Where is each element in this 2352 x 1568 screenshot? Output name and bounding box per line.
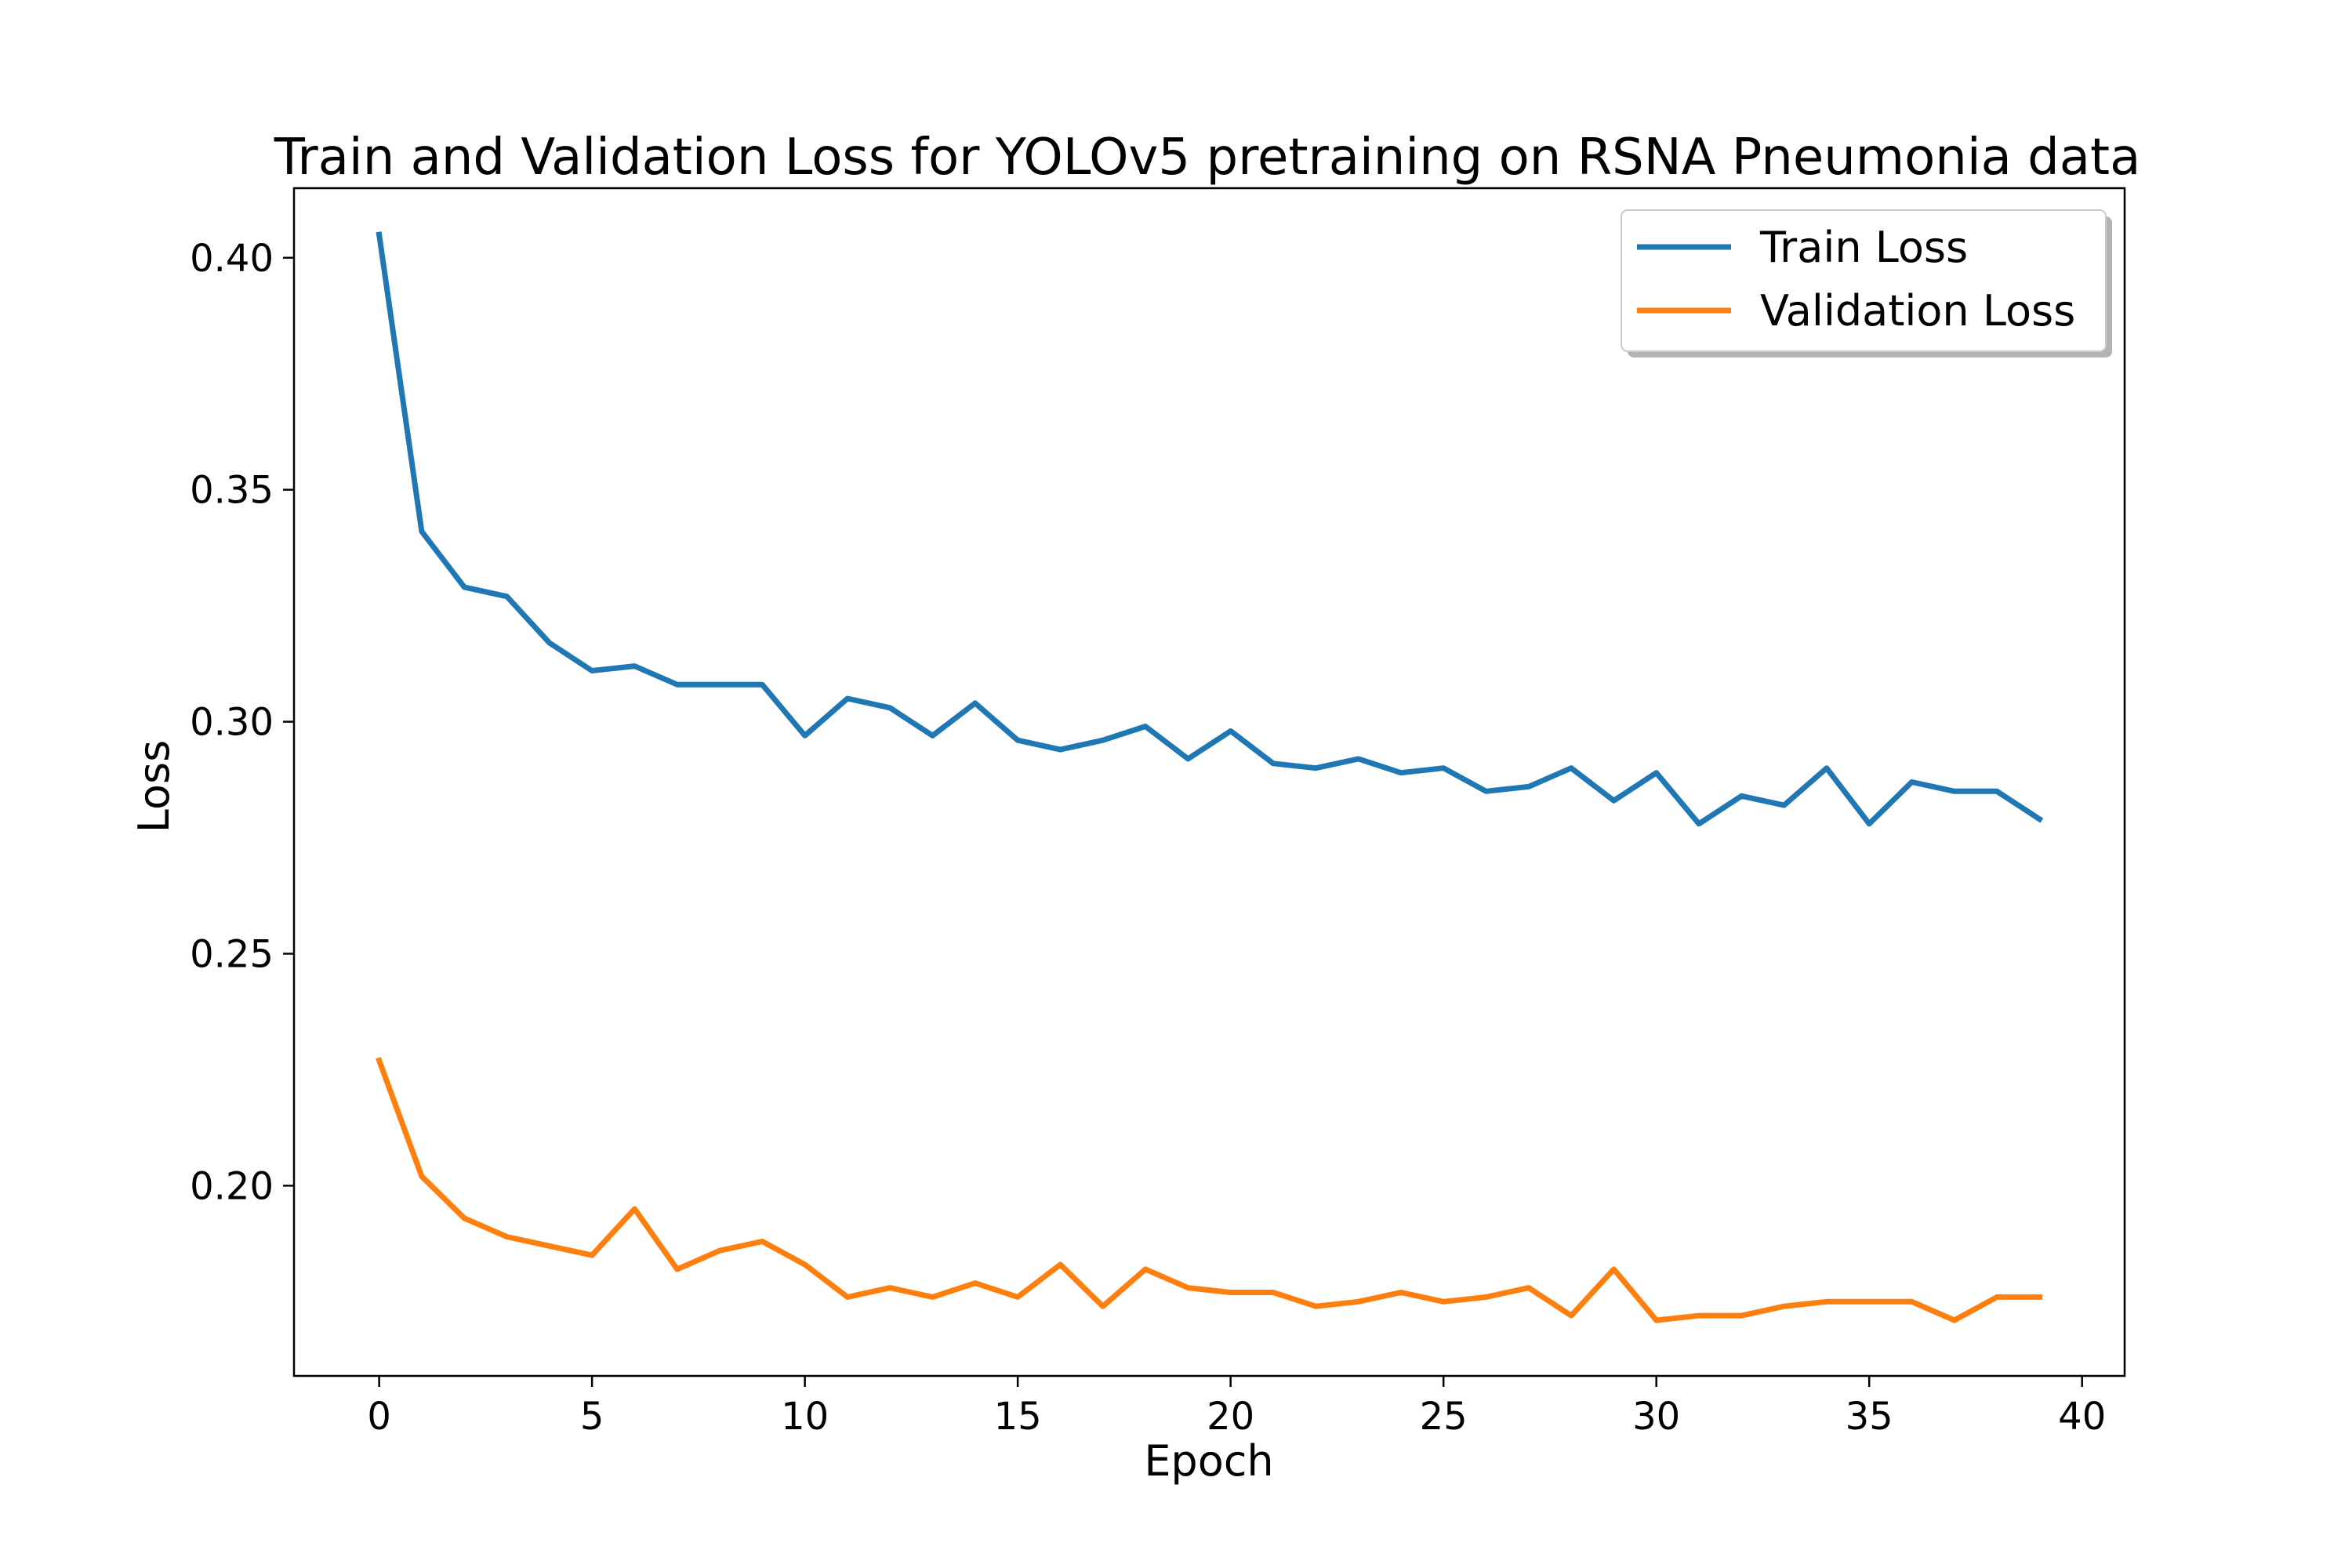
y-tick-label: 0.20 <box>190 1164 274 1208</box>
legend-label-validation-loss: Validation Loss <box>1760 286 2075 336</box>
y-axis: 0.20 0.25 0.30 0.35 0.40 <box>190 237 294 1208</box>
x-tick-label: 15 <box>994 1395 1042 1439</box>
x-tick-label: 10 <box>781 1395 829 1439</box>
y-tick-label: 0.40 <box>190 237 274 281</box>
x-tick-label: 20 <box>1207 1395 1254 1439</box>
legend: Train Loss Validation Loss <box>1621 209 2112 358</box>
x-tick-label: 40 <box>2058 1395 2106 1439</box>
legend-box <box>1621 209 2107 352</box>
x-tick-label: 25 <box>1420 1395 1468 1439</box>
x-tick-label: 35 <box>1846 1395 1893 1439</box>
x-tick-label: 30 <box>1632 1395 1680 1439</box>
x-tick-label: 0 <box>367 1395 391 1439</box>
series-line-train-loss <box>376 231 2044 827</box>
y-axis-label: Loss <box>129 740 179 833</box>
x-axis: 0 5 10 15 20 25 30 35 40 <box>367 1376 2106 1439</box>
y-tick-label: 0.35 <box>190 469 274 513</box>
legend-label-train-loss: Train Loss <box>1759 223 1968 272</box>
chart-title: Train and Validation Loss for YOLOv5 pre… <box>274 129 2141 187</box>
series-layer <box>376 231 2044 1323</box>
x-axis-label: Epoch <box>1144 1436 1273 1486</box>
y-tick-label: 0.30 <box>190 701 274 745</box>
x-tick-label: 5 <box>580 1395 604 1439</box>
plot-frame <box>292 187 2126 1377</box>
y-tick-label: 0.25 <box>190 932 274 976</box>
plot-area <box>292 187 2126 1377</box>
series-line-validation-loss <box>376 1057 2042 1323</box>
